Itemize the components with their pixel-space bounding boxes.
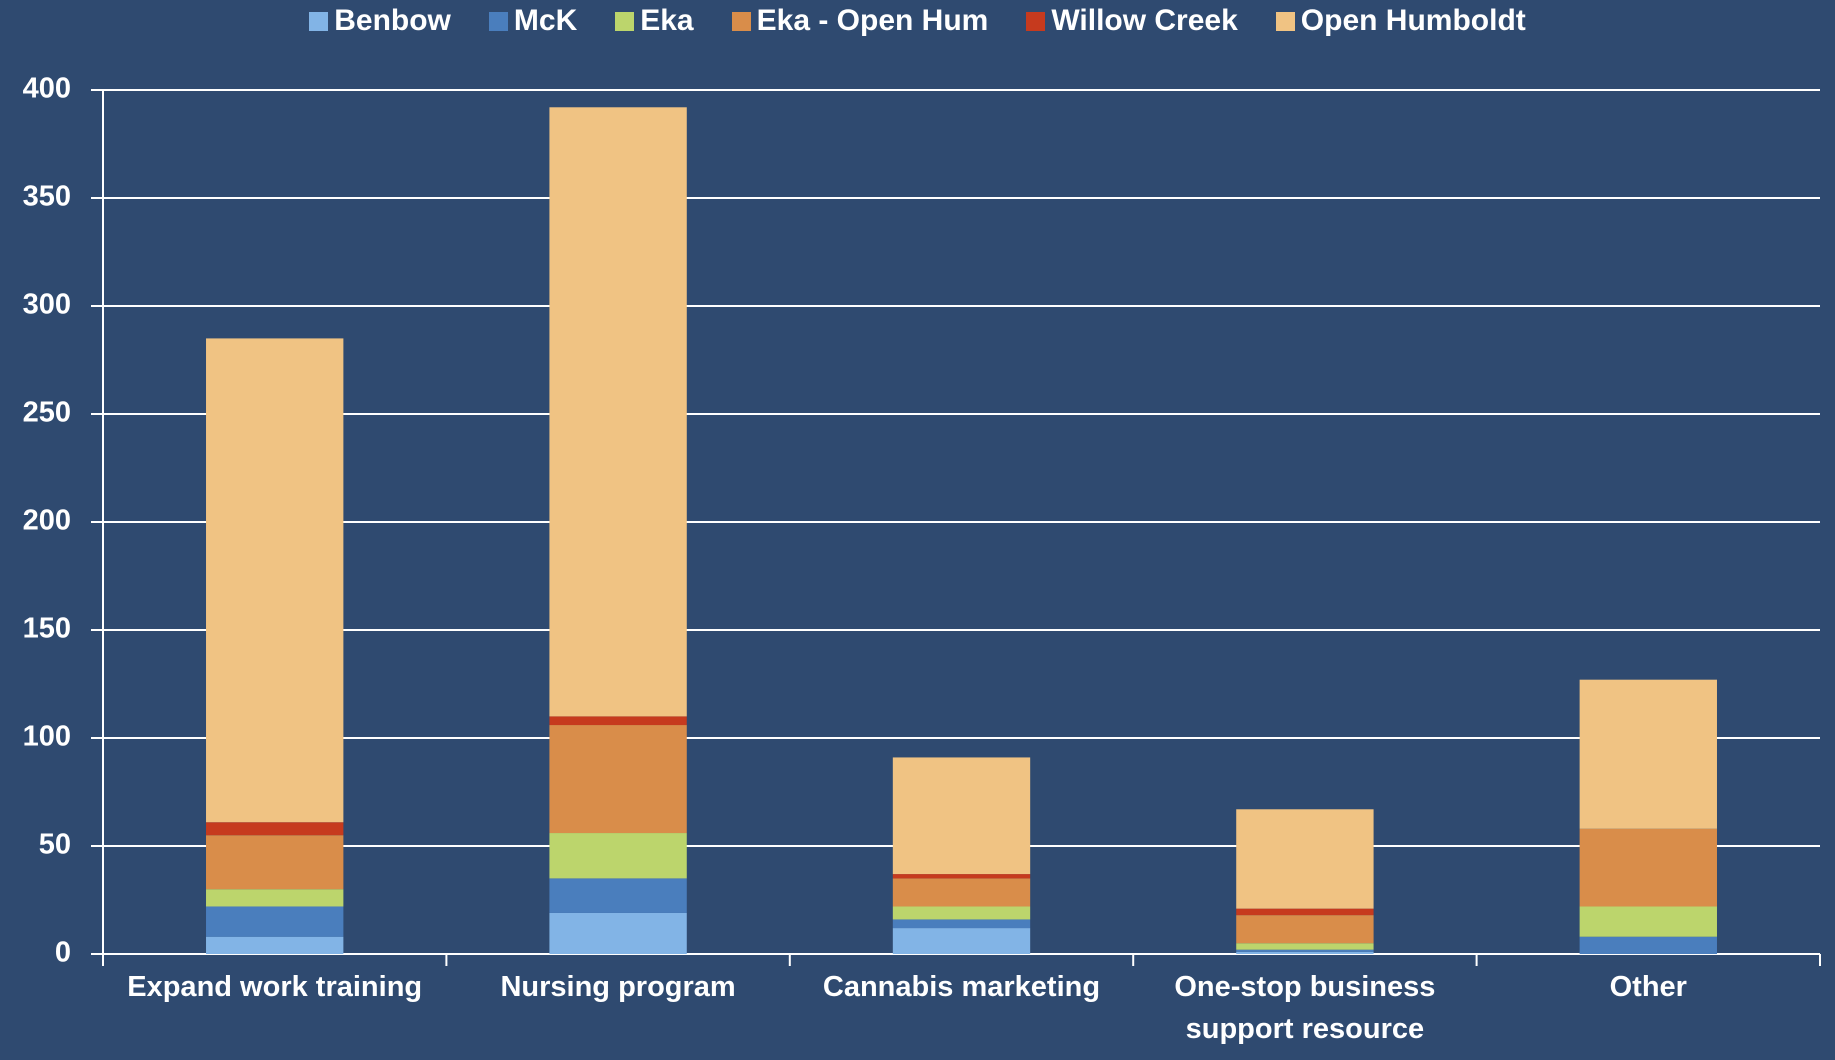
bar-segment [549,878,687,913]
y-tick-label: 350 [23,181,71,213]
bar-segment [1236,915,1374,944]
bar-segment [206,936,344,954]
x-tick-label: Expand work training [127,971,423,1003]
bar-segment [549,716,687,726]
legend-label: Eka [640,4,694,37]
bar-segment [1236,949,1374,952]
bar-segment [1579,828,1717,907]
bar-segment [1579,679,1717,829]
bar-segment [206,338,344,823]
bar-segment [892,906,1031,920]
legend-label: Open Humboldt [1300,4,1526,37]
bar-segment [892,919,1031,929]
bar-segment [206,822,344,836]
bar-segment [1579,906,1717,937]
bar-segment [549,725,687,834]
x-tick-label: Other [1609,971,1687,1003]
legend-item: McK [488,4,578,38]
legend-item: Open Humboldt [1275,4,1526,38]
y-tick-label: 250 [23,397,71,429]
legend-swatch [731,11,751,31]
bar-segment [892,878,1031,907]
bar-segment [1579,936,1717,954]
x-tick-label: Cannabis marketing [822,971,1101,1003]
bar-segment [206,906,344,937]
bar-segment [549,833,687,879]
bar-segment [549,107,687,717]
x-tick-label: Nursing program [500,971,736,1003]
y-tick-label: 50 [39,829,71,861]
bar-segment [892,757,1031,875]
bar-segment [1236,908,1374,916]
legend-item: Eka [615,4,694,38]
legend-label: Willow Creek [1051,4,1238,37]
y-tick-label: 150 [23,613,71,645]
legend-item: Eka - Open Hum [731,4,989,38]
y-tick-label: 100 [23,721,71,753]
legend-label: Eka - Open Hum [756,4,989,37]
legend-label: Benbow [334,4,451,37]
bar-segment [892,874,1031,879]
legend-swatch [1275,11,1295,31]
y-tick-label: 0 [55,937,71,969]
legend-item: Willow Creek [1026,4,1238,38]
bar-segment [549,912,687,954]
bar-segment [1236,809,1374,909]
bar-segment [892,928,1031,954]
y-tick-label: 200 [23,505,71,537]
y-tick-label: 400 [23,73,71,105]
legend-swatch [615,11,635,31]
legend-swatch [309,11,329,31]
legend-label: McK [513,4,578,37]
bar-segment [1236,943,1374,950]
bar-segment [206,835,344,890]
y-tick-label: 300 [23,289,71,321]
bar-segment [1236,951,1374,954]
legend: Benbow McK Eka Eka - Open Hum Willow Creek Op… [0,4,1835,38]
legend-swatch [488,11,508,31]
legend-item: Benbow [309,4,451,38]
bar-segment [206,889,344,907]
legend-swatch [1026,11,1046,31]
x-tick-label: One-stop business support resource [1174,971,1436,1045]
